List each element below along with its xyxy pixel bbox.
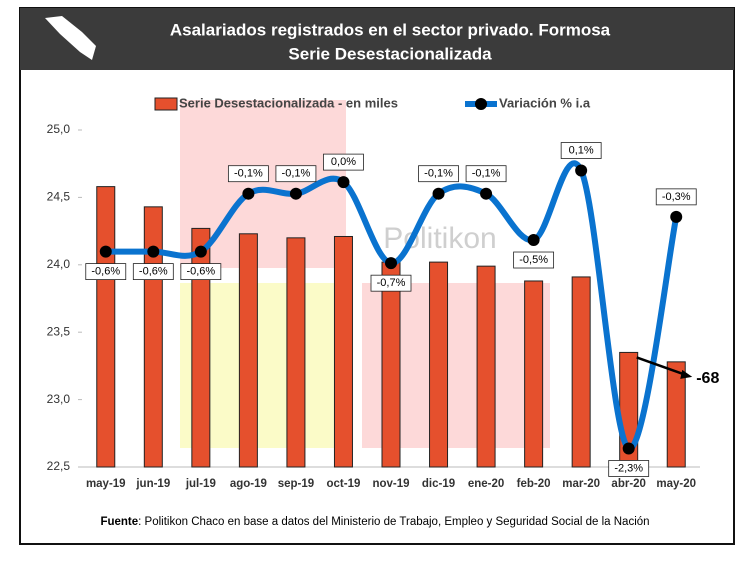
x-tick-label: ene-20	[468, 478, 504, 490]
label-text: -0,6%	[91, 266, 120, 278]
header	[20, 8, 734, 70]
label-text: -0,1%	[234, 168, 263, 180]
marker	[670, 210, 683, 223]
label-text: -0,6%	[186, 266, 215, 278]
label-text: -0,3%	[662, 191, 691, 203]
data-label: -0,1%	[227, 165, 269, 183]
label-text: -0,5%	[519, 254, 548, 266]
label-box	[275, 165, 317, 183]
annotation-arrow	[636, 356, 689, 378]
bar	[333, 235, 353, 468]
label-box	[370, 274, 412, 292]
data-label: -0,6%	[180, 263, 222, 280]
legend-label: Serie Desestacionalizada - en miles	[179, 95, 398, 110]
x-tick-label: may-19	[86, 478, 126, 490]
bar	[429, 261, 449, 468]
label-text: -0,6%	[139, 266, 168, 278]
watermark: Politikon	[383, 222, 496, 255]
chart-subtitle: Serie Desestacionalizada	[288, 44, 492, 63]
x-tick-label: nov-19	[372, 478, 409, 490]
marker	[575, 164, 588, 177]
x-tick-label: jun-19	[135, 478, 170, 490]
bar	[524, 280, 544, 468]
label-box	[560, 142, 602, 159]
label-box	[323, 153, 364, 171]
bar	[238, 233, 258, 468]
label-box	[608, 460, 650, 477]
label-box	[513, 251, 555, 269]
marker	[385, 257, 397, 270]
data-label: -0,5%	[513, 251, 555, 269]
label-text: -2,3%	[614, 462, 643, 474]
y-tick-label: 24,0	[47, 257, 71, 271]
x-tick-label: may-20	[656, 478, 696, 490]
x-tick-label: ago-19	[230, 478, 267, 490]
annotation: -68	[696, 370, 719, 387]
legend-label: Variación % i.a	[499, 95, 591, 110]
source-text: : Politikon Chaco en base a datos del Mi…	[138, 516, 649, 528]
bar	[286, 237, 306, 468]
marker	[622, 442, 635, 455]
marker	[99, 245, 112, 258]
annotation-arrowhead	[680, 369, 693, 379]
data-label: -0,1%	[275, 165, 317, 183]
marker	[480, 187, 493, 200]
bar	[191, 227, 211, 468]
x-tick-label: jul-19	[185, 478, 216, 490]
label-box	[418, 165, 459, 183]
y-tick-label: 24,5	[47, 190, 71, 204]
marker	[147, 245, 160, 258]
label-box	[132, 263, 174, 280]
data-label: -0,3%	[655, 188, 697, 206]
data-label: -0,7%	[370, 274, 412, 292]
marker	[242, 187, 255, 200]
label-box	[180, 263, 222, 280]
data-label: -0,6%	[85, 263, 127, 280]
y-tick-label: 22,5	[47, 459, 71, 473]
data-label: -0,1%	[465, 165, 507, 183]
marker	[527, 234, 540, 247]
bar	[96, 186, 116, 468]
data-label: 0,0%	[323, 153, 364, 171]
map-icon	[45, 16, 96, 60]
data-label: -0,6%	[132, 263, 174, 280]
data-label: -2,3%	[608, 460, 650, 477]
x-tick-label: feb-20	[517, 478, 551, 490]
label-text: -0,1%	[472, 168, 501, 180]
label-text: 0,0%	[331, 156, 356, 168]
bar	[476, 265, 496, 468]
bar	[571, 276, 591, 468]
bar	[381, 261, 401, 468]
source-label: Fuente	[100, 516, 138, 528]
label-text: -0,1%	[282, 168, 311, 180]
label-box	[465, 165, 507, 183]
y-tick-label: 23,0	[47, 392, 71, 406]
label-box	[85, 263, 127, 280]
x-tick-label: dic-19	[422, 478, 455, 490]
marker	[337, 176, 350, 189]
data-label: 0,1%	[560, 142, 602, 159]
marker	[289, 187, 302, 200]
x-tick-label: sep-19	[278, 478, 314, 490]
bar	[666, 361, 686, 468]
data-label: -0,1%	[418, 165, 459, 183]
x-tick-label: mar-20	[562, 478, 600, 490]
label-box	[227, 165, 269, 183]
source: Fuente: Politikon Chaco en base a datos …	[100, 516, 649, 528]
legend-swatch	[154, 97, 178, 111]
label-box	[655, 188, 697, 206]
label-text: -0,1%	[424, 168, 453, 180]
marker	[194, 245, 207, 258]
x-tick-label: abr-20	[611, 478, 646, 490]
label-text: 0,1%	[569, 144, 594, 156]
y-tick-label: 23,5	[47, 324, 71, 338]
label-text: -0,7%	[377, 277, 406, 289]
legend-swatch	[475, 98, 487, 110]
chart-title: Asalariados registrados en el sector pri…	[170, 20, 611, 39]
x-tick-label: oct-19	[327, 478, 361, 490]
marker	[432, 187, 445, 200]
y-tick-label: 25,0	[47, 122, 71, 136]
